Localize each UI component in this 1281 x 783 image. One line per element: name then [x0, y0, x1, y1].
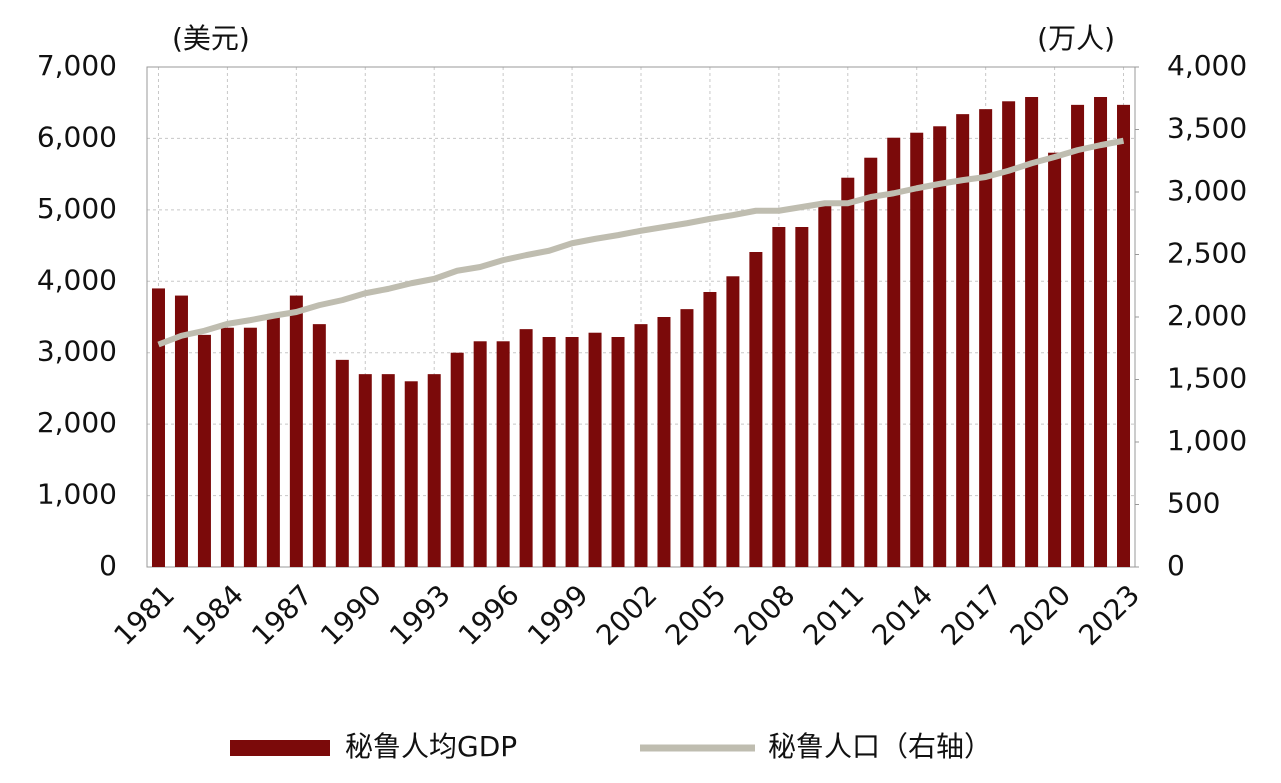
bar [887, 137, 901, 567]
bar [335, 359, 349, 567]
x-tick-label: 2017 [935, 578, 1009, 652]
bar [956, 114, 970, 568]
y-tick-label: 4,000 [37, 263, 117, 296]
x-tick-label: 2014 [866, 578, 940, 652]
bar [634, 324, 648, 567]
bar [381, 374, 395, 567]
y2-tick-label: 2,000 [1167, 299, 1247, 332]
x-tick-label: 1993 [383, 578, 457, 652]
bar [358, 374, 372, 567]
y2-tick-label: 4,000 [1167, 49, 1247, 82]
y-tick-label: 7,000 [37, 49, 117, 82]
bar [933, 126, 947, 568]
y-tick-label: 0 [99, 549, 117, 582]
bar [1048, 152, 1062, 567]
y-tick-label: 6,000 [37, 120, 117, 153]
y2-unit-label: (万人) [1037, 22, 1115, 55]
bar [657, 317, 671, 567]
y2-tick-label: 500 [1167, 487, 1220, 520]
bar [1002, 101, 1016, 568]
legend-swatch [230, 740, 330, 756]
legend-label: 秘鲁人口（右轴） [768, 730, 992, 763]
bar [427, 374, 441, 567]
bar [289, 295, 303, 567]
x-tick-label: 1981 [107, 578, 181, 652]
line [157, 137, 1125, 348]
y2-tick-label: 1,500 [1167, 362, 1247, 395]
bar [680, 309, 694, 567]
bar [910, 132, 924, 567]
bar [220, 327, 234, 567]
bar [404, 381, 418, 567]
x-tick-label: 1996 [452, 578, 526, 652]
bar [243, 327, 257, 567]
bar [726, 276, 740, 567]
bar [312, 324, 326, 567]
bar [703, 292, 717, 567]
x-tick-label: 1990 [314, 578, 388, 652]
y-tick-label: 1,000 [37, 478, 117, 511]
bar [473, 341, 487, 567]
bar [450, 352, 464, 567]
legend-label: 秘鲁人均GDP [345, 730, 517, 763]
bar [1071, 104, 1085, 567]
y2-tick-label: 1,000 [1167, 424, 1247, 457]
x-tick-label: 2011 [797, 578, 871, 652]
bar [565, 337, 579, 567]
bar [611, 337, 625, 567]
bar [174, 295, 188, 567]
x-tick-label: 1984 [176, 578, 250, 652]
bar [1117, 104, 1131, 567]
x-tick-label: 2020 [1003, 578, 1077, 652]
bar [864, 157, 878, 567]
bar [772, 227, 786, 567]
y-tick-label: 5,000 [37, 192, 117, 225]
bar [818, 204, 832, 567]
x-tick-label: 2023 [1072, 578, 1146, 652]
y-tick-label: 3,000 [37, 335, 117, 368]
x-tick-label: 1987 [245, 578, 319, 652]
y-tick-label: 2,000 [37, 406, 117, 439]
bar [519, 329, 533, 567]
x-tick-label: 2008 [728, 578, 802, 652]
bar [1025, 97, 1039, 567]
bar [1094, 97, 1108, 567]
bar [979, 109, 993, 568]
bar [841, 177, 855, 567]
bar [588, 332, 602, 567]
bar [496, 341, 510, 567]
bar [151, 288, 165, 567]
bar [795, 227, 809, 567]
bar [542, 337, 556, 567]
y-unit-label: (美元) [172, 22, 250, 55]
y2-tick-label: 2,500 [1167, 237, 1247, 270]
bar [197, 334, 211, 567]
y2-tick-label: 3,500 [1167, 112, 1247, 145]
y2-tick-label: 0 [1167, 549, 1185, 582]
bar [266, 317, 280, 567]
bar [749, 252, 763, 567]
x-tick-label: 2005 [659, 578, 733, 652]
x-tick-label: 2002 [590, 578, 664, 652]
x-tick-label: 1999 [521, 578, 595, 652]
y2-tick-label: 3,000 [1167, 174, 1247, 207]
